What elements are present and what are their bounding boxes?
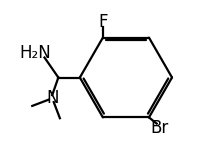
Text: Br: Br <box>150 119 169 137</box>
Text: H₂N: H₂N <box>19 44 51 62</box>
Text: N: N <box>46 89 58 107</box>
Text: F: F <box>98 13 108 31</box>
